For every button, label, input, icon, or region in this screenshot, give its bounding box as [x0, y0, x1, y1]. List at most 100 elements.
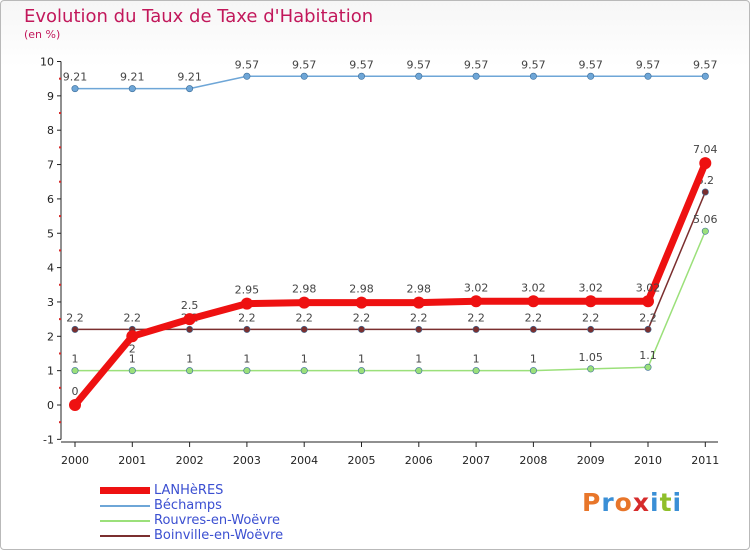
x-tick-label: 2001: [118, 454, 146, 467]
y-minor-tick: [59, 180, 61, 183]
y-tick-label: 1: [47, 365, 54, 378]
series-rouvres-en-wo-vre: 1 1 1 1 1 1 1 1 1 1.05 1.1 5.06: [72, 213, 718, 375]
legend-label-boinville: Boinville-en-Woëvre: [154, 528, 284, 543]
chart-subtitle: (en %): [24, 28, 61, 41]
data-label: 1: [129, 353, 136, 366]
y-tick-label: 3: [47, 296, 54, 309]
x-tick-label: 2008: [519, 454, 547, 467]
y-minor-tick: [59, 146, 61, 149]
y-minor-tick: [59, 215, 61, 218]
data-label: 1: [473, 353, 480, 366]
series-line-b-champs: [74, 75, 707, 90]
legend-item-rouvres[interactable]: Rouvres-en-Woëvre: [100, 513, 283, 528]
data-label: 2.95: [235, 284, 260, 297]
data-label: 0: [72, 385, 79, 398]
x-tick-label: 2007: [462, 454, 490, 467]
data-point: [300, 367, 308, 375]
x-tick-label: 2010: [634, 454, 662, 467]
data-point: [587, 325, 595, 333]
legend-swatch-bechamps: [100, 504, 150, 507]
legend-swatch-rouvres: [100, 519, 150, 522]
data-point: [355, 296, 368, 309]
data-point: [71, 325, 79, 333]
data-label: 9.57: [521, 58, 546, 71]
data-label: 9.21: [177, 71, 202, 84]
chart-legend: LANHèRES Béchamps Rouvres-en-Woëvre Boin…: [100, 483, 283, 543]
legend-item-lanheres[interactable]: LANHèRES: [100, 483, 283, 498]
data-label: 2.2: [66, 311, 84, 324]
data-label: 3.02: [464, 281, 489, 294]
data-point: [240, 297, 253, 310]
data-point: [69, 399, 81, 411]
y-minor-tick: [59, 249, 61, 252]
data-label: 1: [358, 353, 365, 366]
data-label: 1: [530, 353, 537, 366]
data-label: 2.2: [295, 311, 313, 324]
legend-item-bechamps[interactable]: Béchamps: [100, 498, 283, 513]
y-minor-tick: [59, 77, 61, 80]
data-label: 9.57: [464, 58, 489, 71]
proxiti-logo: Proxiti: [582, 488, 682, 517]
y-minor-tick: [59, 318, 61, 321]
data-label: 9.21: [63, 71, 88, 84]
data-point: [587, 365, 595, 373]
logo-letter: x: [632, 488, 650, 517]
series-boinville-en-wo-vre: 2.22.22.22.22.22.22.22.22.22.22.26.2: [66, 174, 714, 333]
data-label: 2.2: [353, 311, 371, 324]
data-point: [415, 72, 423, 80]
data-point: [701, 72, 709, 80]
data-label: 7.04: [693, 143, 718, 156]
legend-item-boinville[interactable]: Boinville-en-Woëvre: [100, 528, 283, 543]
data-point: [529, 325, 537, 333]
data-label: 9.21: [120, 71, 145, 84]
data-point: [357, 325, 365, 333]
series-lanh-res: 0 2 2.5 2.95 2.98 2.98 2.98 3.02 3.02 3.02 3.02 7.0…: [69, 143, 718, 411]
data-label: 9.57: [349, 58, 374, 71]
y-tick-label: 9: [47, 90, 54, 103]
y-tick-label: 0: [47, 399, 54, 412]
data-label: 2.98: [349, 283, 374, 296]
data-point: [128, 85, 136, 93]
data-label: 3.02: [636, 281, 661, 294]
data-label: 3.02: [521, 281, 546, 294]
data-point: [587, 72, 595, 80]
y-tick-label: 7: [47, 159, 54, 172]
series-line-lanh-res: [71, 159, 709, 409]
data-label: 5.06: [693, 213, 718, 226]
data-point: [415, 367, 423, 375]
y-minor-tick: [59, 112, 61, 115]
y-tick-label: -1: [43, 433, 54, 446]
x-tick-label: 2004: [290, 454, 318, 467]
data-point: [128, 367, 136, 375]
data-label: 3.02: [578, 281, 603, 294]
data-point: [357, 72, 365, 80]
data-label: 1: [415, 353, 422, 366]
data-label: 2.98: [407, 283, 432, 296]
data-point: [183, 313, 196, 326]
data-point: [470, 295, 483, 308]
data-label: 2.2: [582, 311, 600, 324]
data-point: [527, 295, 540, 308]
data-point: [644, 363, 652, 371]
logo-letter: r: [601, 488, 615, 517]
y-tick-label: 8: [47, 124, 54, 137]
legend-swatch-lanheres: [100, 487, 150, 494]
data-label: 9.57: [636, 58, 661, 71]
y-minor-tick: [59, 283, 61, 286]
data-label: 2.5: [181, 299, 199, 312]
data-label: 2.2: [639, 311, 657, 324]
data-label: 1.05: [578, 351, 603, 364]
data-point: [300, 72, 308, 80]
y-tick-label: 2: [47, 330, 54, 343]
data-point: [243, 367, 251, 375]
data-label: 9.57: [407, 58, 432, 71]
data-point: [529, 367, 537, 375]
chart-title: Evolution du Taux de Taxe d'Habitation: [24, 6, 374, 27]
y-tick-label: 10: [40, 56, 54, 69]
data-point: [186, 367, 194, 375]
data-label: 2.98: [292, 283, 317, 296]
data-label: 1: [301, 353, 308, 366]
series-line-rouvres-en-wo-vre: [74, 230, 707, 372]
data-point: [412, 296, 425, 309]
